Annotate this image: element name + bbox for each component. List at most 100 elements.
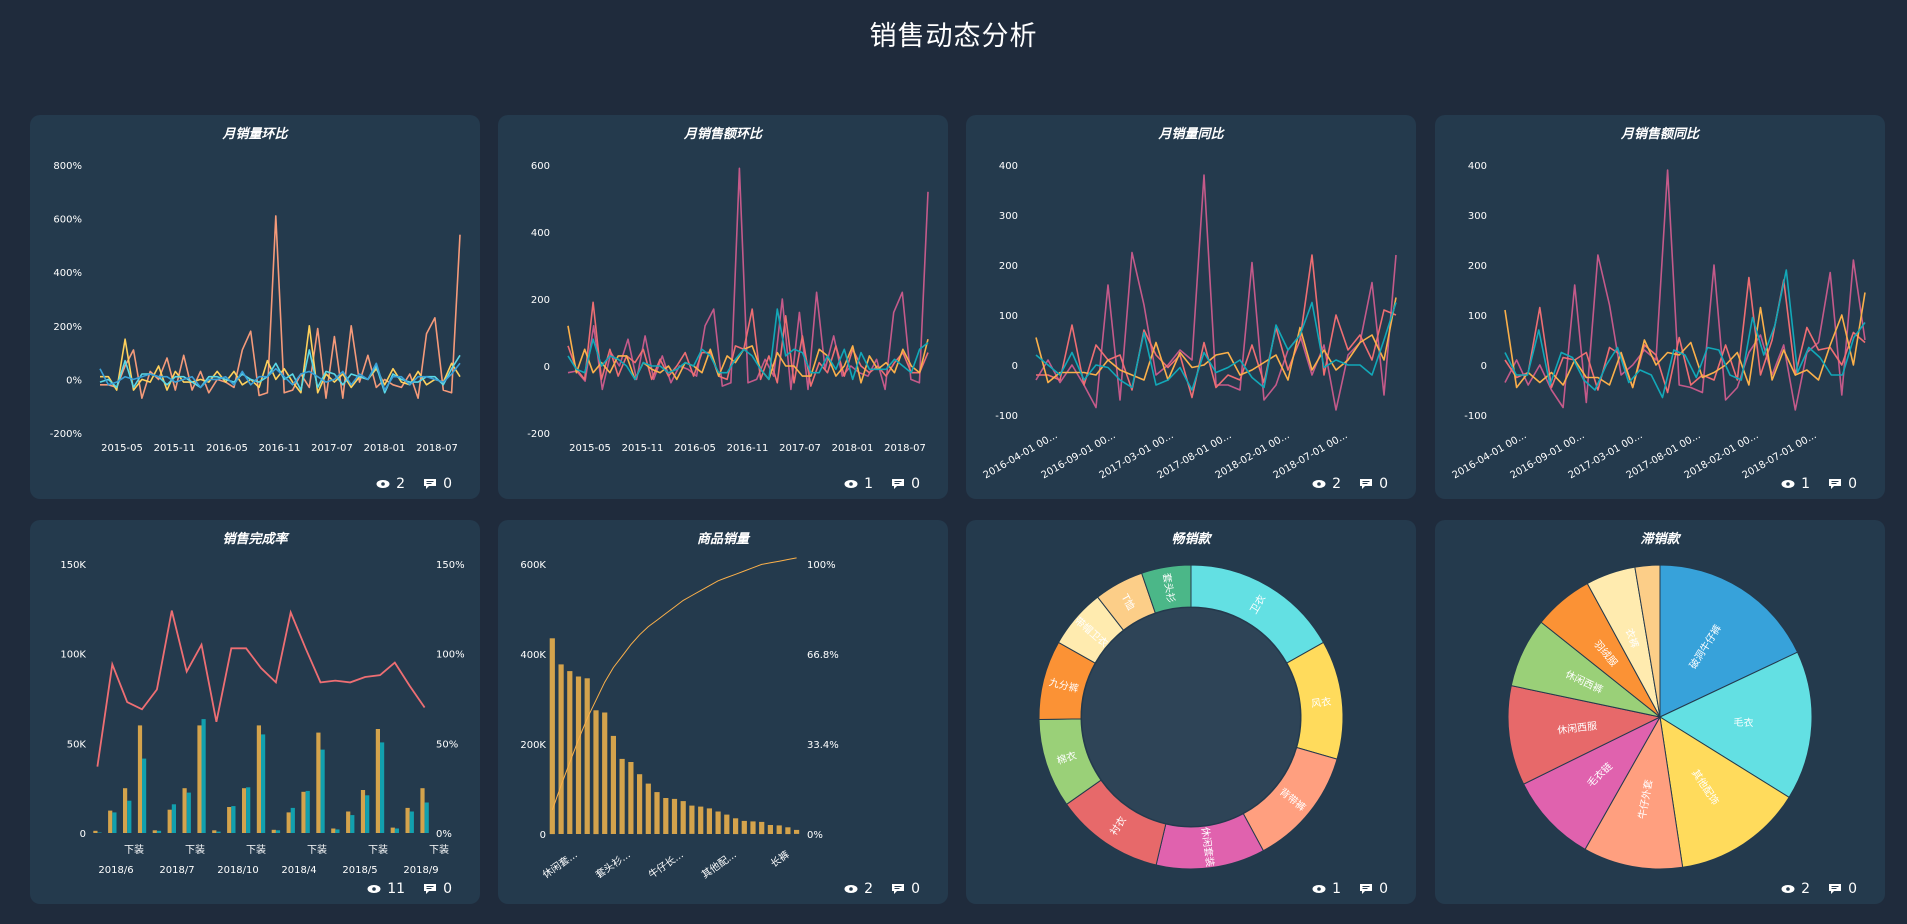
pie-slice[interactable] bbox=[1659, 716, 1790, 868]
bar[interactable] bbox=[108, 810, 113, 833]
bar[interactable] bbox=[152, 830, 157, 833]
series-line[interactable] bbox=[1504, 276, 1866, 394]
series-line[interactable] bbox=[567, 325, 929, 384]
series-line[interactable] bbox=[567, 301, 929, 387]
bar[interactable] bbox=[715, 811, 721, 835]
comment-icon[interactable] bbox=[1359, 478, 1373, 490]
bar[interactable] bbox=[424, 802, 429, 834]
bar[interactable] bbox=[698, 806, 704, 834]
bar[interactable] bbox=[360, 790, 366, 833]
bar[interactable] bbox=[767, 825, 773, 834]
series-line[interactable] bbox=[1504, 169, 1866, 411]
series-line[interactable] bbox=[100, 215, 461, 400]
bar[interactable] bbox=[375, 729, 380, 833]
comment-icon[interactable] bbox=[1828, 883, 1842, 895]
bar[interactable] bbox=[127, 800, 132, 833]
bar[interactable] bbox=[394, 828, 399, 834]
pie-slice[interactable] bbox=[1659, 564, 1799, 718]
series-line[interactable] bbox=[99, 349, 461, 394]
bar[interactable] bbox=[733, 818, 739, 835]
bar[interactable] bbox=[405, 807, 410, 833]
pie-slice[interactable] bbox=[1634, 564, 1661, 718]
bar[interactable] bbox=[584, 678, 590, 834]
series-line[interactable] bbox=[1504, 269, 1866, 399]
bar[interactable] bbox=[409, 811, 414, 834]
bar[interactable] bbox=[689, 805, 695, 834]
bar[interactable] bbox=[142, 758, 147, 833]
bar[interactable] bbox=[671, 798, 678, 834]
bar[interactable] bbox=[227, 807, 232, 833]
bar[interactable] bbox=[320, 749, 325, 833]
bar[interactable] bbox=[750, 821, 756, 834]
bar[interactable] bbox=[575, 676, 582, 835]
series-line[interactable] bbox=[100, 325, 461, 394]
completion-rate-line[interactable] bbox=[96, 609, 426, 767]
bar[interactable] bbox=[365, 795, 370, 833]
bar[interactable] bbox=[628, 762, 634, 834]
bar[interactable] bbox=[331, 828, 336, 834]
bar[interactable] bbox=[380, 742, 385, 833]
pie-slice[interactable] bbox=[1658, 651, 1813, 799]
line-chart[interactable]: 600 400 200 0 -200 2015-05 2015-11 2016-05 2016-… bbox=[498, 115, 948, 499]
bar-line-chart[interactable]: 150K 100K 50K 0 150% 100% 50% 0% 下装 下装 下装 下装 下装 下装 201… bbox=[30, 520, 480, 904]
comment-icon[interactable] bbox=[891, 883, 905, 895]
bar[interactable] bbox=[724, 814, 730, 834]
bar[interactable] bbox=[654, 792, 660, 834]
series-line[interactable] bbox=[1504, 292, 1866, 389]
bar[interactable] bbox=[231, 806, 236, 833]
bar[interactable] bbox=[602, 712, 608, 835]
bar[interactable] bbox=[275, 830, 281, 833]
bar[interactable] bbox=[305, 790, 310, 833]
bar[interactable] bbox=[197, 725, 202, 833]
bar[interactable] bbox=[741, 820, 747, 834]
bar[interactable] bbox=[261, 734, 266, 833]
bar[interactable] bbox=[350, 815, 355, 833]
bar[interactable] bbox=[242, 788, 247, 833]
bar[interactable] bbox=[610, 735, 616, 834]
bar[interactable] bbox=[290, 807, 295, 833]
series-line[interactable] bbox=[1035, 301, 1397, 391]
bar[interactable] bbox=[637, 774, 643, 835]
pie-slice[interactable] bbox=[1522, 715, 1662, 850]
bar[interactable] bbox=[593, 710, 599, 835]
bar[interactable] bbox=[256, 725, 261, 833]
series-line[interactable] bbox=[1035, 174, 1397, 411]
comment-icon[interactable] bbox=[1359, 883, 1373, 895]
bar[interactable] bbox=[271, 829, 276, 833]
pie-slice[interactable] bbox=[1141, 564, 1192, 614]
bar[interactable] bbox=[171, 804, 176, 833]
pareto-chart[interactable]: 600K 400K 200K 0 100% 66.8% 33.4% 0% 休闲套... 套头衫..… bbox=[498, 520, 948, 904]
series-line[interactable] bbox=[1035, 297, 1397, 384]
bar[interactable] bbox=[167, 809, 172, 833]
bar[interactable] bbox=[390, 827, 395, 833]
bar[interactable] bbox=[776, 825, 782, 834]
series-line[interactable] bbox=[1036, 254, 1397, 399]
bar[interactable] bbox=[794, 829, 800, 834]
bar[interactable] bbox=[567, 671, 573, 834]
bar[interactable] bbox=[346, 811, 351, 834]
bar[interactable] bbox=[420, 788, 425, 833]
cumulative-line[interactable] bbox=[551, 557, 797, 810]
bar[interactable] bbox=[123, 788, 128, 833]
bar[interactable] bbox=[316, 732, 321, 833]
bar[interactable] bbox=[558, 664, 564, 834]
pie-slice[interactable] bbox=[1507, 685, 1662, 785]
bar[interactable] bbox=[156, 830, 162, 833]
bar[interactable] bbox=[706, 808, 712, 834]
bar[interactable] bbox=[549, 638, 555, 835]
comment-icon[interactable] bbox=[423, 478, 437, 490]
comment-icon[interactable] bbox=[1828, 478, 1842, 490]
bar[interactable] bbox=[186, 792, 191, 833]
bar[interactable] bbox=[216, 831, 221, 833]
series-line[interactable] bbox=[567, 308, 929, 381]
bar[interactable] bbox=[335, 829, 340, 833]
bar[interactable] bbox=[182, 788, 187, 833]
pie-slice[interactable] bbox=[1584, 715, 1684, 870]
bar[interactable] bbox=[201, 719, 206, 833]
bar[interactable] bbox=[619, 758, 625, 834]
comment-icon[interactable] bbox=[423, 883, 437, 895]
